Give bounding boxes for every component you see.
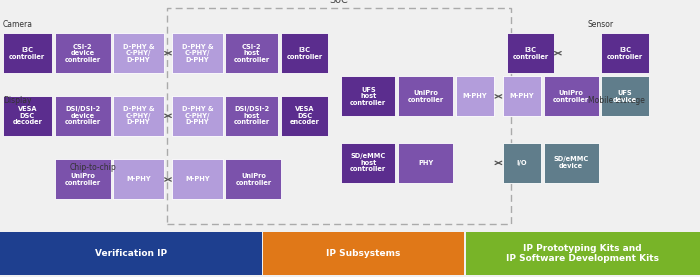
Text: UniPro
controller: UniPro controller [235,173,272,186]
Bar [3,96,52,136]
Bar [398,143,453,183]
Bar [225,33,278,73]
Text: Mobile storage: Mobile storage [588,96,645,105]
Text: PHY: PHY [418,160,433,166]
Bar [544,143,598,183]
Bar [456,76,494,116]
Text: D-PHY &
C-PHY/
D-PHY: D-PHY & C-PHY/ D-PHY [181,43,214,63]
Text: UniPro
controller: UniPro controller [407,90,444,103]
Text: D-PHY &
C-PHY/
D-PHY: D-PHY & C-PHY/ D-PHY [181,106,214,125]
Bar [398,76,453,116]
Bar [503,76,541,116]
Text: SD/eMMC
device: SD/eMMC device [554,156,589,169]
Bar [503,143,541,183]
Bar [172,159,223,199]
Text: D-PHY &
C-PHY/
D-PHY: D-PHY & C-PHY/ D-PHY [122,43,155,63]
Text: M-PHY: M-PHY [463,93,487,99]
Text: I3C
controller: I3C controller [512,47,549,60]
Text: UniPro
controller: UniPro controller [64,173,101,186]
Bar [3,33,52,73]
Text: I3C
controller: I3C controller [607,47,643,60]
Bar [281,96,328,136]
Text: D-PHY &
C-PHY/
D-PHY: D-PHY & C-PHY/ D-PHY [122,106,155,125]
Text: I/O: I/O [517,160,527,166]
Text: Sensor: Sensor [588,20,614,29]
Bar [341,143,395,183]
Bar [601,76,649,116]
Bar [172,96,223,136]
Bar [544,76,598,116]
Bar [113,33,164,73]
Text: Verification IP: Verification IP [94,249,167,258]
Text: Chip-to-chip: Chip-to-chip [70,163,117,172]
Bar [113,159,164,199]
Bar [466,232,700,275]
Bar [0,232,262,275]
Text: DSI/DSI-2
device
controller: DSI/DSI-2 device controller [64,106,101,125]
Bar [225,96,278,136]
Text: VESA
DSC
encoder: VESA DSC encoder [290,106,319,125]
Text: DSI/DSI-2
host
controller: DSI/DSI-2 host controller [234,106,270,125]
Bar [263,232,464,275]
Text: CSI-2
host
controller: CSI-2 host controller [234,43,270,63]
Text: I3C
controller: I3C controller [286,47,323,60]
Text: UniPro
controller: UniPro controller [553,90,589,103]
Text: UFS
host
controller: UFS host controller [350,86,386,106]
Bar [113,96,164,136]
Text: UFS
device: UFS device [613,90,637,103]
Bar [55,159,111,199]
Bar [281,33,328,73]
Bar [55,96,111,136]
Text: VESA
DSC
decoder: VESA DSC decoder [13,106,42,125]
Text: CSI-2
device
controller: CSI-2 device controller [64,43,101,63]
Text: Display: Display [3,96,31,105]
Bar [55,33,111,73]
Text: I3C
controller: I3C controller [9,47,46,60]
Text: Camera: Camera [3,20,33,29]
Text: M-PHY: M-PHY [185,176,210,182]
Text: IP Prototyping Kits and
IP Software Development Kits: IP Prototyping Kits and IP Software Deve… [506,243,659,263]
Text: SD/eMMC
host
controller: SD/eMMC host controller [350,153,386,173]
Bar [225,159,281,199]
Bar [507,33,554,73]
Text: M-PHY: M-PHY [510,93,534,99]
Text: M-PHY: M-PHY [126,176,151,182]
Text: SoC: SoC [330,0,348,5]
Text: IP Subsystems: IP Subsystems [326,249,401,258]
Bar [172,33,223,73]
Bar [341,76,395,116]
Bar [601,33,649,73]
Bar [167,8,511,224]
